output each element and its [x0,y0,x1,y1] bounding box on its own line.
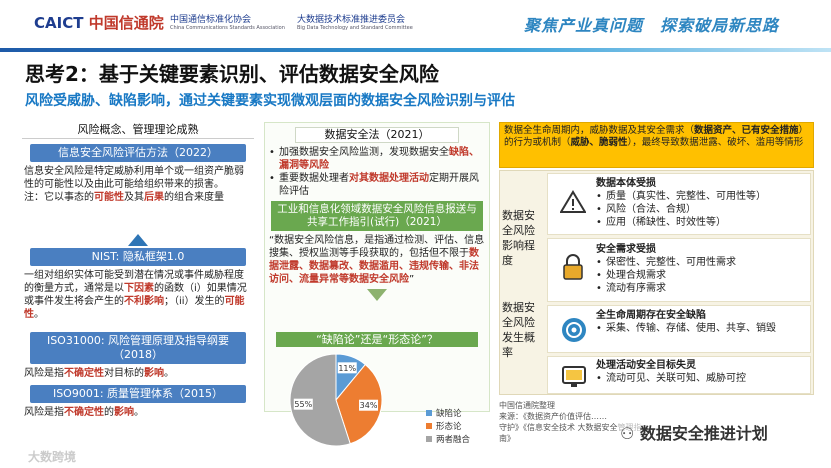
pie-chart-panel: “缺陷论”还是“形态论”？ 11% 34% 55% 缺陷论形态论两者融合 [264,332,490,452]
row1-content: 数据本体受损 质量（真实性、完整性、可用性等） 风险（合法、合规） 应用（稀缺性… [596,177,808,229]
cycle-icon [560,316,588,348]
impact-label: 数据安全风险影响程度 [502,209,535,267]
caict-logo: CAICT 中国信通院 [34,14,164,32]
row2-item: 流动有序需求 [596,282,808,295]
header-slogan: 聚焦产业真问题 探索破局新思路 [524,16,780,35]
legend-label: 缺陷论 [436,408,462,419]
law-item: 重要数据处理者对其数据处理活动定期开展风险评估 [269,172,485,198]
up-arrow-icon [128,234,148,246]
warning-icon [559,190,587,218]
source-line: 中国信通院整理 [499,401,555,410]
row1-item: 质量（真实性、完整性、可用性等） [596,190,808,203]
wechat-account-name: 数据安全推进计划 [639,424,768,443]
right-row-1: 数据本体受损 质量（真实性、完整性、可用性等） 风险（合法、合规） 应用（稀缺性… [547,173,811,235]
legend-swatch [426,423,432,429]
row2-item: 处理合规需求 [596,269,808,282]
wechat-watermark: ⚇ 数据安全推进计划 [618,420,770,444]
pie-label-box [358,398,380,412]
law-list: 加强数据安全风险监测，发现数据安全缺陷、漏洞等风险 重要数据处理者对其数据处理活… [265,143,489,198]
row1-item: 风险（合法、合规） [596,203,808,216]
right-row-4: 处理活动安全目标失灵 流动可见、关联可知、威胁可控 [547,356,811,394]
down-arrow-icon [367,289,387,301]
source-line: 守护》《信息安全技术 大数据安全管理指南》 [499,423,642,443]
source-line: 来源：《数据资产价值评估…… [499,412,607,421]
row4-title: 处理活动安全目标失灵 [596,360,696,371]
right-top-box: 数据全生命周期内，威胁数据及其安全需求（数据资产、已有安全措施）的行为或机制（威… [499,122,814,168]
row3-item: 采集、传输、存储、使用、共享、销毁 [596,322,808,335]
right-row-2: 安全需求受损 保密性、完整性、可用性需求 处理合规需求 流动有序需求 [547,238,811,302]
pie-label-box [292,397,314,411]
right-row-3: 全生命周期存在安全缺陷 采集、传输、存储、使用、共享、销毁 [547,305,811,353]
header-bar [0,0,831,50]
ccsa-logo: 中国通信标准化协会 China Communications Standards … [170,15,285,31]
page-subtitle: 风险受威胁、缺陷影响，通过关键要素实现微观层面的数据安全风险识别与评估 [25,93,515,109]
left-column: 风险概念、管理理论成熟 信息安全风险评估方法（2022） 信息安全风险是特定威胁… [22,122,254,452]
legend-label: 两者融合 [436,434,471,445]
left-box4-text: 风险是指不确定性的影响。 [24,407,144,418]
padlock-icon [560,253,586,285]
left-box2-title: NIST: 隐私框架1.0 [30,248,246,266]
row2-title: 安全需求受损 [596,244,656,255]
probability-label: 数据安全风险发生概率 [502,301,535,359]
legend-label: 形态论 [436,421,462,432]
left-box1-title: 信息安全风险评估方法（2022） [30,144,246,162]
law-title: 数据安全法（2021） [295,127,459,143]
guide-title: 工业和信息化领域数据安全风险信息报送与共享工作指引(试行)（2021） [271,201,483,231]
pie-data-label: 55% [294,400,312,409]
pie-data-label: 34% [360,401,378,410]
row3-title: 全生命周期存在安全缺陷 [596,310,706,321]
page-title: 思考2：基于关键要素识别、评估数据安全风险 [25,62,439,86]
left-top-label: 风险概念、管理理论成熟 [22,122,254,139]
row3-content: 全生命周期存在安全缺陷 采集、传输、存储、使用、共享、销毁 [596,309,808,335]
legend-swatch [426,436,432,442]
left-box2-text: 一组对组织实体可能受到潜在情况或事件威胁程度的衡量方式，通常是以下因素的函数（i… [24,270,247,320]
source-note: 中国信通院整理 来源：《数据资产价值评估…… 守护》《信息安全技术 大数据安全管… [499,400,649,444]
pie-slice [289,353,351,447]
row2-content: 安全需求受损 保密性、完整性、可用性需求 处理合规需求 流动有序需求 [596,243,808,295]
pie-data-label: 11% [338,364,356,373]
law-item: 加强数据安全风险监测，发现数据安全缺陷、漏洞等风险 [269,146,485,172]
bigdata-committee-logo: 大数据技术标准推进委员会 Big Data Technology and Stan… [297,15,413,31]
left-box1-text: 信息安全风险是特定威胁利用单个或一组资产脆弱性的可能性以及由此可能给组织带来的损… [24,166,244,203]
guide-text: “数据安全风险信息，是指通过检测、评估、信息搜集、授权监测等手段获取的，包括但不… [269,235,485,285]
wechat-icon: ⚇ [620,424,640,443]
left-box3-title: ISO31000: 风险管理原理及指导纲要（2018） [30,332,246,364]
pie-chart-title: “缺陷论”还是“形态论”？ [276,332,478,347]
legend-swatch [426,410,432,416]
left-box4-title: ISO9001: 质量管理体系（2015） [30,385,246,403]
row1-item: 应用（稀缺性、时效性等） [596,216,808,229]
bottom-left-watermark: 大数跨境 [28,450,77,464]
monitor-icon [560,362,588,394]
pie-label-box [336,361,358,375]
row4-item: 流动可见、关联可知、威胁可控 [596,372,808,385]
row4-content: 处理活动安全目标失灵 流动可见、关联可知、威胁可控 [596,359,808,385]
middle-column: 数据安全法（2021） 加强数据安全风险监测，发现数据安全缺陷、漏洞等风险 重要… [264,122,490,412]
left-box3-text: 风险是指不确定性对目标的影响。 [24,368,174,379]
row2-item: 保密性、完整性、可用性需求 [596,256,808,269]
header-divider [0,48,831,52]
row1-title: 数据本体受损 [596,178,656,189]
